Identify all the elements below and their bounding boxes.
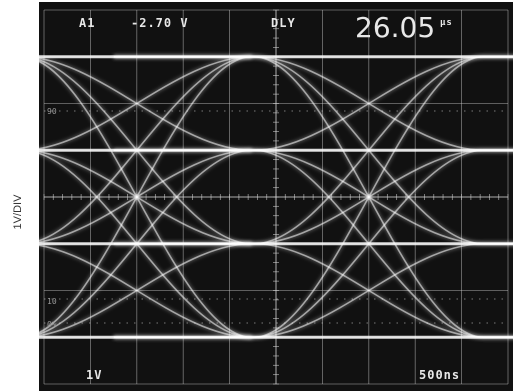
transition-trace (113, 149, 513, 339)
transition-trace (113, 55, 513, 339)
time-scale-readout: 500ns (419, 368, 461, 382)
transition-trace (113, 55, 513, 245)
transition-trace (113, 242, 513, 339)
vertical-scale-readout: 1V (86, 368, 103, 382)
level-readout: -2.70 V (131, 16, 189, 30)
transition-trace (39, 55, 252, 334)
transition-trace (39, 152, 252, 339)
zero-percent-mark: 0% (47, 320, 57, 329)
channel-readout: A1 (79, 16, 96, 30)
transition-trace (39, 55, 252, 150)
transition-trace (39, 149, 252, 243)
transition-trace (39, 242, 252, 337)
delay-readout: 26.05 (355, 11, 436, 44)
eye-diagram-plot (39, 9, 513, 385)
y-axis-label: 1V/DIV (12, 194, 24, 230)
transition-trace (39, 244, 252, 339)
transition-trace (39, 60, 252, 339)
mode-readout: DLY (271, 16, 296, 30)
transition-trace (39, 149, 252, 335)
lower-percent-mark: 10 (47, 297, 57, 306)
upper-percent-mark: 90 (47, 107, 57, 116)
delay-unit-readout: µs (440, 18, 453, 28)
transition-trace (39, 55, 252, 242)
oscilloscope-screen: A1 -2.70 V DLY 26.05 µs 1V 500ns 90 10 0… (39, 2, 513, 391)
